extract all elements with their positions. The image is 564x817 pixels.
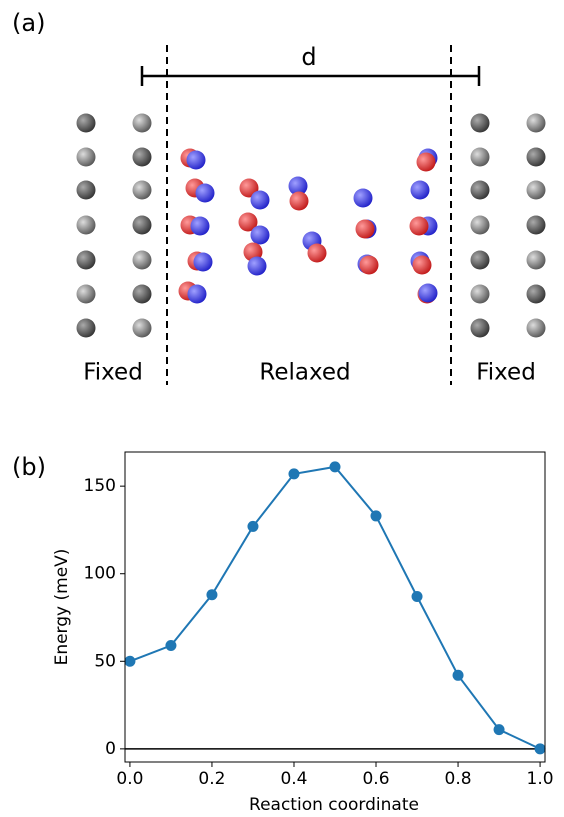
fixed-atom	[76, 215, 96, 235]
fixed-atom	[76, 147, 96, 167]
relaxed-atom	[418, 283, 438, 303]
relaxed-atom	[410, 180, 430, 200]
fixed-atom	[76, 318, 96, 338]
fixed-atom	[132, 113, 152, 133]
relaxed-atom	[250, 225, 270, 245]
y-tick-label: 100	[84, 564, 116, 584]
fixed-atom	[526, 113, 546, 133]
fixed-atom	[470, 318, 490, 338]
fixed-atom	[526, 180, 546, 200]
relaxed-atom	[416, 152, 436, 172]
y-tick-label: 0	[105, 739, 116, 759]
fixed-atom	[526, 250, 546, 270]
relaxed-atom	[187, 284, 207, 304]
relaxed-atom	[239, 178, 259, 198]
fixed-atom	[76, 113, 96, 133]
fixed-atom	[526, 215, 546, 235]
fixed-atom	[76, 180, 96, 200]
point	[124, 655, 136, 667]
relaxed-atom	[288, 176, 308, 196]
relaxed-atom	[353, 188, 373, 208]
fixed-atom	[132, 284, 152, 304]
relaxed-atom	[195, 183, 215, 203]
fixed-atom	[470, 215, 490, 235]
fixed-atom	[470, 180, 490, 200]
y-axis-label: Energy (meV)	[52, 549, 72, 666]
relaxed-atom	[289, 191, 309, 211]
fixed-atom	[470, 113, 490, 133]
fixed-atom	[470, 147, 490, 167]
x-axis-label: Reaction coordinate	[249, 795, 419, 815]
relaxed-atom	[412, 255, 432, 275]
point	[329, 461, 341, 473]
fixed-atom	[132, 250, 152, 270]
x-tick-label: 0.0	[116, 769, 143, 789]
panel-label: (b)	[12, 453, 46, 481]
fixed-atom	[526, 284, 546, 304]
relaxed-atom	[190, 216, 210, 236]
x-tick-label: 0.8	[445, 769, 472, 789]
fixed-atom	[470, 250, 490, 270]
relaxed-atom	[186, 150, 206, 170]
fixed-atom	[526, 318, 546, 338]
point	[370, 510, 382, 522]
y-tick-label: 50	[94, 651, 116, 671]
fixed-atom	[526, 147, 546, 167]
relaxed-atom	[409, 216, 429, 236]
fixed-atom	[132, 215, 152, 235]
atoms	[76, 113, 546, 338]
relaxed-atom	[193, 252, 213, 272]
panel-label: (a)	[12, 9, 45, 37]
line	[129, 465, 541, 750]
x-tick-label: 0.4	[280, 769, 307, 789]
point	[534, 743, 546, 755]
relaxed-atom	[250, 190, 270, 210]
point	[411, 590, 423, 602]
point	[452, 669, 464, 681]
x-tick-label: 0.6	[362, 769, 389, 789]
point	[288, 468, 300, 480]
fixed-atom	[470, 284, 490, 304]
point	[493, 724, 505, 736]
x-tick-label: 0.2	[198, 769, 225, 789]
point	[165, 640, 177, 652]
relaxed-atom	[307, 243, 327, 263]
fixed-atom	[132, 180, 152, 200]
fixed-atom	[132, 147, 152, 167]
region-label: Fixed	[83, 360, 143, 386]
relaxed-atom	[238, 212, 258, 232]
x-tick-label: 1.0	[527, 769, 554, 789]
point	[206, 589, 218, 601]
point	[247, 520, 259, 532]
fixed-atom	[76, 284, 96, 304]
fixed-atom	[76, 250, 96, 270]
plot-frame	[124, 451, 546, 763]
distance-bracket	[140, 66, 481, 86]
relaxed-atom	[355, 219, 375, 239]
relaxed-atom	[359, 255, 379, 275]
relaxed-atom	[247, 256, 267, 276]
region-label: Fixed	[476, 360, 536, 386]
region-label: Relaxed	[259, 360, 350, 386]
distance-label: d	[301, 43, 316, 71]
y-tick-label: 150	[84, 476, 116, 496]
fixed-atom	[132, 318, 152, 338]
